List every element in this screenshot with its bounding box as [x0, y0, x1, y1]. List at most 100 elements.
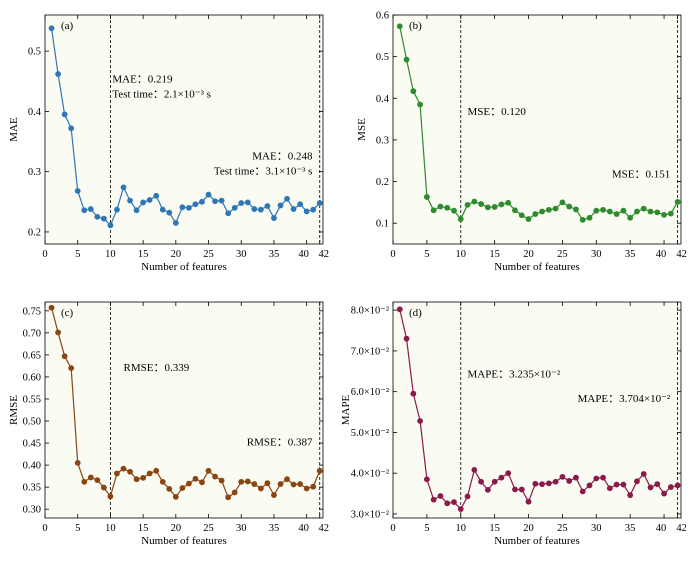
data-point [264, 203, 271, 209]
data-point [457, 216, 464, 222]
plot-area [44, 301, 324, 519]
panel-c-rmse: 0 5 10 15 20 25 30 35 40 42 0.30 0.35 0.40 0.45 0.50 0.… [8, 301, 329, 547]
data-point [166, 209, 173, 216]
panel-label: (b) [409, 20, 422, 32]
annotation: RMSE：0.387 [247, 436, 313, 448]
data-point [166, 486, 173, 492]
data-point [667, 210, 674, 217]
data-point [403, 335, 410, 342]
data-point [146, 470, 153, 477]
data-point [423, 194, 430, 200]
x-axis-title: Number of features [494, 535, 580, 547]
data-point [559, 473, 566, 480]
x-tick-label: 20 [171, 523, 182, 534]
y-tick-label: 0.75 [23, 306, 41, 317]
data-point [225, 494, 232, 501]
y-tick-label: 0.60 [23, 372, 41, 383]
data-point [251, 206, 258, 212]
data-point [244, 199, 251, 206]
x-tick-label: 40 [656, 249, 667, 260]
data-point [140, 199, 147, 206]
data-point [94, 477, 101, 483]
annotation: MSE：0.120 [468, 106, 527, 118]
y-tick-label: 7.0×10⁻² [351, 346, 389, 357]
data-point [552, 205, 559, 212]
y-tick-label: 5.0×10⁻² [351, 428, 389, 439]
data-point [566, 203, 573, 210]
data-point [478, 201, 484, 207]
data-point [484, 486, 491, 493]
data-point [225, 210, 232, 217]
panel-label: (c) [61, 307, 74, 319]
data-point [271, 215, 277, 221]
data-point [586, 482, 593, 489]
data-point [127, 197, 133, 204]
x-axis-title: Number of features [141, 535, 227, 547]
data-point [430, 496, 437, 503]
data-point [491, 204, 498, 210]
data-point [661, 490, 667, 497]
data-point [559, 199, 566, 206]
data-point [593, 475, 600, 482]
x-tick-label: 5 [75, 523, 80, 534]
data-point [133, 207, 140, 214]
data-point [647, 208, 654, 215]
data-point [437, 493, 444, 499]
data-point [444, 204, 451, 211]
data-point [451, 499, 457, 506]
data-point [81, 207, 88, 214]
x-tick-label: 40 [298, 523, 309, 534]
data-point [179, 485, 186, 491]
data-point [451, 207, 457, 214]
data-point [654, 481, 661, 488]
x-tick-label: 40 [656, 523, 667, 534]
data-point [518, 212, 525, 219]
x-tick-label: 20 [171, 249, 182, 260]
y-tick-label: 0.2 [28, 227, 41, 238]
data-point [303, 485, 310, 492]
data-point [512, 486, 518, 493]
panel-label: (a) [61, 20, 74, 32]
x-tick-label: 10 [456, 249, 467, 260]
data-point [430, 207, 437, 214]
y-axis-title: MSE [356, 118, 368, 141]
data-point [114, 470, 120, 477]
data-point [120, 184, 127, 191]
data-point [640, 205, 647, 212]
data-point [457, 506, 464, 512]
data-point [627, 492, 634, 499]
data-point [417, 101, 424, 108]
x-tick-label: 35 [269, 523, 280, 534]
annotation: MAPE：3.235×10⁻² [468, 368, 561, 380]
y-tick-label: 6.0×10⁻² [351, 387, 389, 398]
x-tick-label: 10 [105, 249, 116, 260]
data-point [525, 498, 532, 505]
data-point [271, 492, 277, 498]
y-tick-label: 0.3 [376, 135, 389, 146]
data-point [68, 365, 75, 372]
data-point [140, 474, 147, 481]
y-tick-label: 8.0×10⁻² [351, 306, 389, 317]
y-tick-label: 0.65 [23, 350, 41, 361]
data-point [264, 480, 271, 487]
annotation: MSE：0.151 [612, 168, 670, 180]
x-tick-label: 10 [456, 523, 467, 534]
data-point [552, 478, 559, 485]
panel-label: (d) [409, 307, 422, 319]
data-point [410, 88, 417, 95]
data-point [68, 125, 75, 132]
data-point [238, 200, 245, 206]
x-tick-label: 10 [105, 523, 116, 534]
x-tick-label: 30 [236, 249, 247, 260]
data-point [231, 204, 238, 211]
data-point [107, 222, 114, 229]
x-tick-label: 40 [298, 249, 309, 260]
data-point [674, 482, 681, 489]
data-point [634, 478, 640, 485]
data-point [661, 211, 667, 218]
data-point [120, 465, 127, 472]
data-point [437, 203, 444, 210]
data-point [464, 201, 471, 208]
data-point [172, 493, 179, 500]
y-tick-label: 0.5 [28, 47, 41, 58]
